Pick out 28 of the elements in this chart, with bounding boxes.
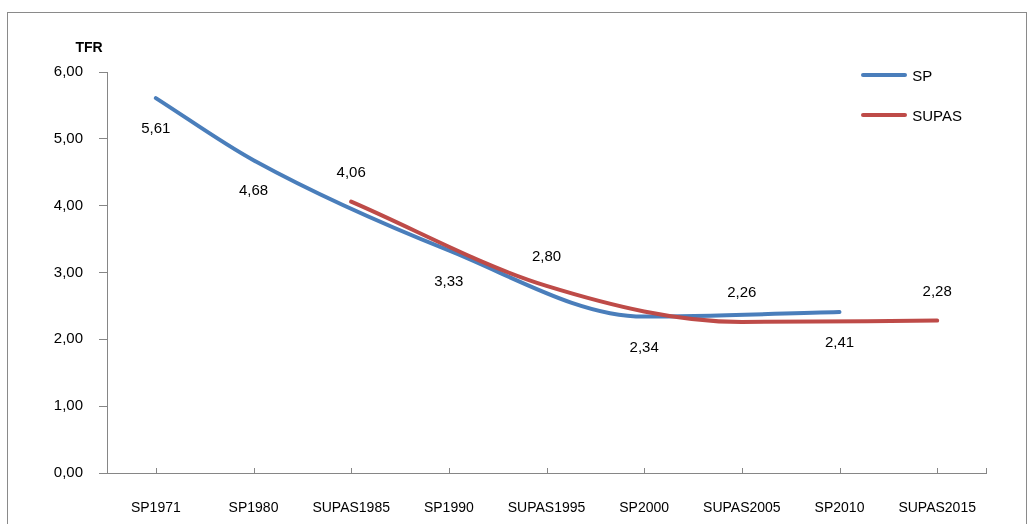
x-tick-label: SUPAS2005	[703, 499, 781, 516]
y-tick-label: 0,00	[53, 463, 83, 481]
data-label: 5,61	[141, 119, 171, 137]
data-label: 3,33	[434, 271, 464, 289]
y-tick-label: 5,00	[53, 128, 83, 146]
data-label: 2,80	[531, 247, 562, 265]
data-label: 4,06	[336, 162, 366, 180]
x-tick-label: SUPAS1985	[312, 499, 391, 516]
x-tick-label: SP1990	[423, 499, 474, 516]
data-label: 4,68	[238, 181, 269, 199]
y-tick-label: 1,00	[53, 396, 83, 414]
y-tick-label: 4,00	[53, 195, 83, 213]
data-label: 2,41	[824, 333, 855, 351]
x-tick-label: SP1971	[130, 499, 181, 516]
x-tick-label: SP1980	[228, 499, 279, 516]
data-label: 2,28	[922, 281, 952, 299]
x-tick-label: SP2000	[619, 499, 670, 516]
x-tick-label: SUPAS2015	[898, 499, 977, 516]
legend-label: SP	[912, 66, 933, 84]
y-tick-label: 6,00	[53, 62, 83, 80]
x-tick-label: SUPAS1995	[507, 499, 586, 516]
y-tick-label: 2,00	[53, 329, 83, 347]
data-label: 2,34	[629, 337, 659, 355]
x-tick-label: SP2010	[814, 499, 865, 516]
data-label: 2,26	[727, 283, 757, 301]
y-axis-title: TFR	[75, 38, 103, 55]
y-tick-label: 3,00	[53, 262, 83, 280]
legend-label: SUPAS	[912, 106, 962, 124]
